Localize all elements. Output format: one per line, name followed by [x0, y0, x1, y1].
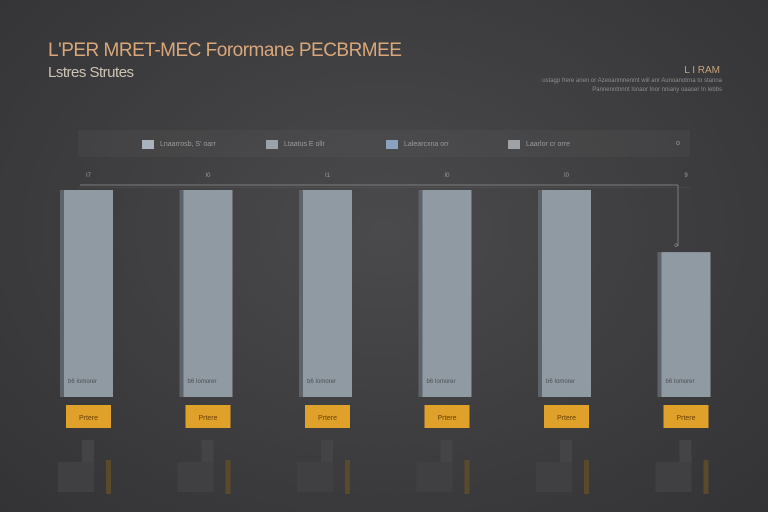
bar-inner-label: b6 Iomorer	[546, 379, 575, 385]
value-badge	[66, 405, 111, 428]
bar-top-label: I7	[86, 173, 92, 179]
chart-title: L'PER MRET-MEC Forormane PECBRMEE	[48, 40, 402, 61]
legend-item: Ltaatus E ollr	[266, 140, 325, 150]
plot-area	[78, 187, 690, 400]
legend-swatch	[508, 140, 520, 149]
decor-block	[177, 462, 214, 492]
bar	[661, 252, 711, 397]
bar	[542, 190, 591, 397]
bar-inner-label: b6 Iomorer	[68, 379, 97, 385]
bar-top-label: I0	[564, 173, 570, 179]
legend-item: Lalearcxna orr	[386, 140, 449, 150]
corner-label: L I RAM	[684, 65, 720, 76]
value-badge-label: Prtere	[557, 415, 576, 422]
legend-swatch	[142, 140, 154, 149]
bar	[183, 190, 233, 397]
decor-dots	[345, 460, 350, 494]
decor-block	[440, 440, 453, 462]
decor-block	[536, 462, 572, 492]
bar-shadow	[60, 190, 64, 397]
decor-dots	[584, 460, 589, 494]
bar	[422, 190, 472, 397]
value-badge-label: Prtere	[79, 415, 98, 422]
note-line: ustagp frere anen or Azeoanmnenmt wiil a…	[542, 78, 722, 84]
bar	[303, 190, 352, 397]
bar-top-label: I0	[444, 173, 450, 179]
bar-shadow	[179, 190, 184, 397]
value-badge	[424, 405, 470, 428]
legend-label: Laarlor cr orre	[526, 141, 570, 148]
value-badge-label: Prtere	[198, 415, 217, 422]
note-line: Pannenntnnnt Isnaor Inor nniany oaaser I…	[592, 87, 722, 93]
decor-block	[416, 462, 453, 492]
value-badge-label: Prtere	[318, 415, 337, 422]
legend-label: Ltaatus E ollr	[284, 141, 325, 148]
decor-dots	[225, 460, 231, 494]
value-badge	[305, 405, 350, 428]
value-badge-label: Prtere	[676, 415, 695, 422]
decor-block	[679, 440, 692, 462]
bar-shadow	[299, 190, 303, 397]
value-badge	[663, 405, 709, 428]
bar-inner-label: b6 Iomorer	[188, 379, 217, 385]
value-badge	[185, 405, 231, 428]
value-badge	[544, 405, 589, 428]
decor-block	[560, 440, 572, 462]
bar-inner-label: b6 Iomorer	[666, 379, 695, 385]
bar-top-label: I0	[205, 173, 211, 179]
value-badge-label: Prtere	[437, 415, 456, 422]
bar	[64, 190, 113, 397]
legend-label: Lalearcxna orr	[404, 141, 449, 148]
chart-note: ustagp frere anen or Azeoanmnenmt wiil a…	[452, 77, 722, 95]
bar-shadow	[538, 190, 542, 397]
decor-block	[201, 440, 214, 462]
annotation-label: o	[674, 243, 678, 249]
decor-block	[58, 462, 94, 492]
bar-shadow	[418, 190, 423, 397]
chart-subtitle: Lstres Strutes	[48, 64, 134, 81]
decor-dots	[464, 460, 470, 494]
legend-swatch	[266, 140, 278, 149]
bar-top-label: I1	[325, 173, 331, 179]
decor-dots	[106, 460, 111, 494]
decor-dots	[703, 460, 709, 494]
decor-block	[82, 440, 94, 462]
decor-block	[321, 440, 333, 462]
legend-label: Lnaarrosb, S' oarr	[160, 141, 216, 148]
decor-block	[297, 462, 333, 492]
legend-item: Laarlor cr orre	[508, 140, 570, 150]
legend-extra: o	[676, 140, 680, 147]
legend-swatch	[386, 140, 398, 149]
bar-shadow	[657, 252, 662, 397]
decor-block	[655, 462, 692, 492]
bar-inner-label: b6 Iomorer	[427, 379, 456, 385]
legend-item: Lnaarrosb, S' oarr	[142, 140, 216, 150]
bar-top-label: 9	[684, 173, 688, 179]
bar-inner-label: b6 Iomorer	[307, 379, 336, 385]
